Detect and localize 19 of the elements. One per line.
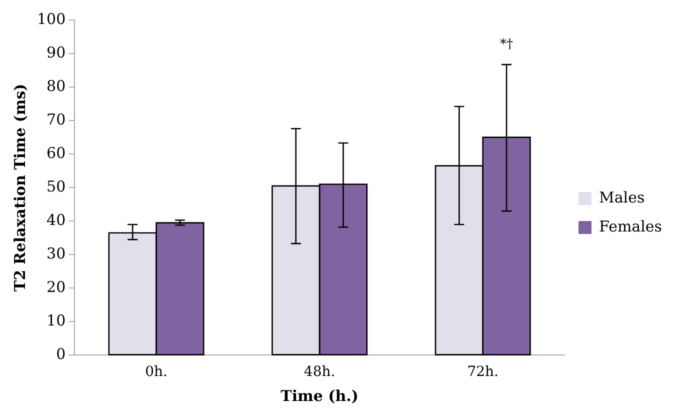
y-tick-label: 90 (46, 43, 66, 62)
legend-label: Females (598, 217, 662, 236)
y-tick-label: 0 (56, 345, 66, 364)
x-tick-label: 48h. (304, 364, 336, 380)
x-tick-label: 72h. (467, 364, 498, 380)
y-axis-title: T2 Relaxation Time (ms) (10, 84, 29, 292)
y-tick-label: 70 (46, 110, 66, 128)
legend-label: Males (598, 188, 645, 206)
x-tick-label: 0h. (145, 364, 168, 380)
y-tick-label: 20 (46, 278, 66, 296)
y-tick-label: 60 (46, 144, 66, 162)
y-tick-label: 40 (46, 211, 66, 230)
y-tick-label: 10 (46, 312, 66, 330)
x-axis-title: Time (h.) (280, 386, 358, 405)
y-tick-label: 100 (36, 10, 66, 28)
y-tick-label: 30 (46, 244, 66, 263)
y-tick-label: 50 (46, 177, 66, 196)
y-tick-label: 80 (46, 76, 66, 95)
annotation: *† (500, 36, 514, 52)
